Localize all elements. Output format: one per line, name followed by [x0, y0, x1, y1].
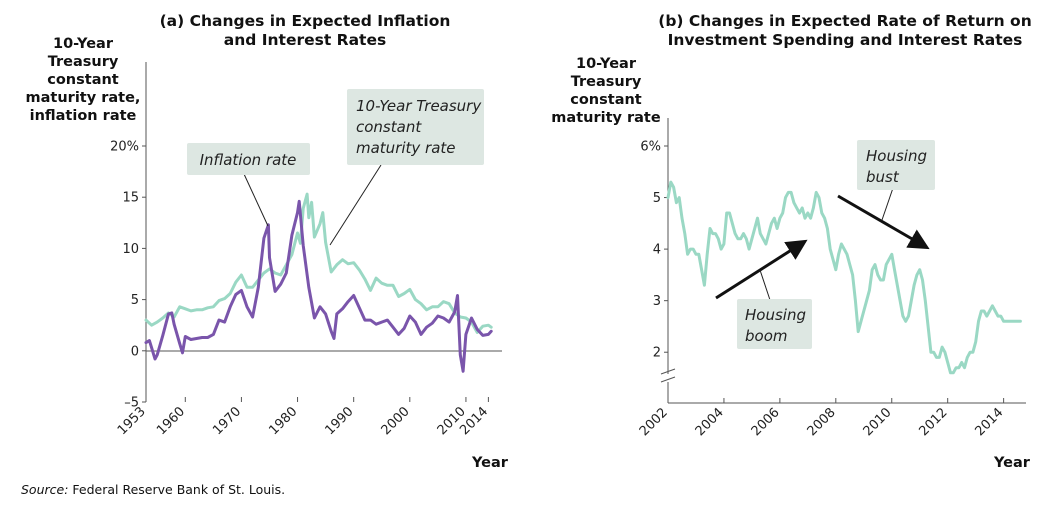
- y-tick-label: 3: [653, 294, 661, 309]
- chart-b-y-ticks: 2 3 4 5 6%: [640, 140, 668, 361]
- x-tick-label: 2006: [749, 405, 783, 439]
- x-tick-label: 2002: [637, 405, 671, 439]
- chart-a-title-line1: (a) Changes in Expected Inflation: [159, 12, 451, 30]
- chart-a-title-line2: and Interest Rates: [223, 31, 387, 49]
- series-line: [144, 199, 493, 373]
- callout-treasury-line1: 10-Year Treasury: [356, 97, 482, 115]
- annotation-housing-boom: Housing boom: [715, 239, 812, 349]
- series-line: [144, 192, 493, 334]
- chart-b-series: [666, 180, 1022, 375]
- chart-a-ylabel-line: Treasury: [47, 54, 119, 70]
- callout-treasury-box: [347, 89, 484, 165]
- x-tick-label: 2010: [861, 405, 895, 439]
- y-tick-label: 5: [653, 191, 661, 206]
- chart-a-title: (a) Changes in Expected Inflation and In…: [120, 12, 490, 50]
- housing-boom-line1: Housing: [745, 306, 806, 324]
- housing-boom-line2: boom: [745, 327, 788, 345]
- y-tick-label: 10: [122, 242, 139, 257]
- housing-bust-arrow: [837, 194, 930, 250]
- chart-b-ylabel-line: maturity rate: [551, 110, 661, 126]
- chart-b-title-line1: (b) Changes in Expected Rate of Return o…: [658, 12, 1032, 30]
- chart-b-axes: [660, 118, 1026, 404]
- chart-b-x-ticks: 2002 2004 2006 2008 2010 2012 2014: [637, 398, 1006, 439]
- callout-inflation-leader: [243, 173, 269, 227]
- source-text: Federal Reserve Bank of St. Louis.: [72, 482, 286, 497]
- housing-bust-line1: Housing: [866, 147, 927, 165]
- chart-a-y-ticks: –5 0 5 10 15 20%: [110, 140, 146, 411]
- x-tick-label: 1990: [322, 404, 356, 438]
- y-tick-label: 5: [131, 293, 139, 308]
- y-tick-label: –5: [124, 396, 139, 411]
- callout-inflation-label: Inflation rate: [200, 151, 297, 169]
- y-tick-label: 2: [653, 346, 661, 361]
- chart-b-ylabel-line: Treasury: [570, 74, 642, 90]
- axis-break-mark: [660, 368, 676, 375]
- y-tick-label: 20%: [110, 140, 139, 155]
- callout-treasury: 10-Year Treasury constant maturity rate: [329, 89, 484, 246]
- callout-inflation-box: [187, 143, 310, 175]
- housing-bust-leader: [881, 187, 894, 221]
- y-tick-label: 6%: [640, 140, 661, 155]
- y-tick-label: 0: [131, 344, 139, 359]
- housing-bust-line2: bust: [866, 168, 900, 186]
- callout-treasury-leader: [329, 164, 382, 246]
- axis-break-mark: [660, 376, 676, 383]
- chart-b-title: (b) Changes in Expected Rate of Return o…: [640, 12, 1050, 50]
- chart-b-title-line2: Investment Spending and Interest Rates: [667, 31, 1023, 49]
- chart-a-xlabel: Year: [472, 455, 508, 471]
- annotation-housing-bust: Housing bust: [837, 140, 935, 250]
- chart-a-ylabel: 10-Year Treasury constant maturity rate,…: [18, 35, 148, 125]
- y-tick-label: 4: [653, 243, 661, 258]
- source-note: Source: Federal Reserve Bank of St. Loui…: [21, 482, 285, 497]
- housing-boom-leader: [759, 269, 771, 301]
- x-tick-label: 2014: [972, 405, 1006, 439]
- housing-bust-box: [857, 140, 935, 190]
- chart-a-ylabel-line: inflation rate: [29, 108, 137, 124]
- x-tick-label: 2000: [379, 404, 413, 438]
- chart-a-ylabel-line: maturity rate,: [25, 90, 141, 106]
- x-tick-label: 1980: [266, 404, 300, 438]
- chart-a-series: [144, 192, 493, 373]
- chart-a-axes: [145, 62, 502, 402]
- chart-a-ylabel-line: constant: [47, 72, 119, 88]
- x-tick-label: 1953: [115, 404, 149, 438]
- chart-b-ylabel-line: constant: [570, 92, 642, 108]
- callout-inflation: Inflation rate: [187, 143, 310, 227]
- chart-a-ylabel-line: 10-Year: [52, 36, 113, 52]
- chart-b-ylabel: 10-Year Treasury constant maturity rate: [548, 55, 664, 127]
- x-tick-label: 2008: [805, 405, 839, 439]
- housing-boom-box: [737, 299, 812, 349]
- chart-b-ylabel-line: 10-Year: [575, 56, 636, 72]
- y-tick-label: 15: [122, 191, 139, 206]
- source-label: Source:: [21, 482, 69, 497]
- x-tick-label: 2004: [693, 405, 727, 439]
- x-tick-label: 1970: [210, 404, 244, 438]
- x-tick-label: 1960: [154, 404, 188, 438]
- chart-b-xlabel: Year: [994, 455, 1030, 471]
- callout-treasury-line3: maturity rate: [356, 139, 456, 157]
- series-line: [666, 180, 1022, 375]
- x-tick-label: 2012: [917, 405, 951, 439]
- callout-treasury-line2: constant: [356, 118, 422, 136]
